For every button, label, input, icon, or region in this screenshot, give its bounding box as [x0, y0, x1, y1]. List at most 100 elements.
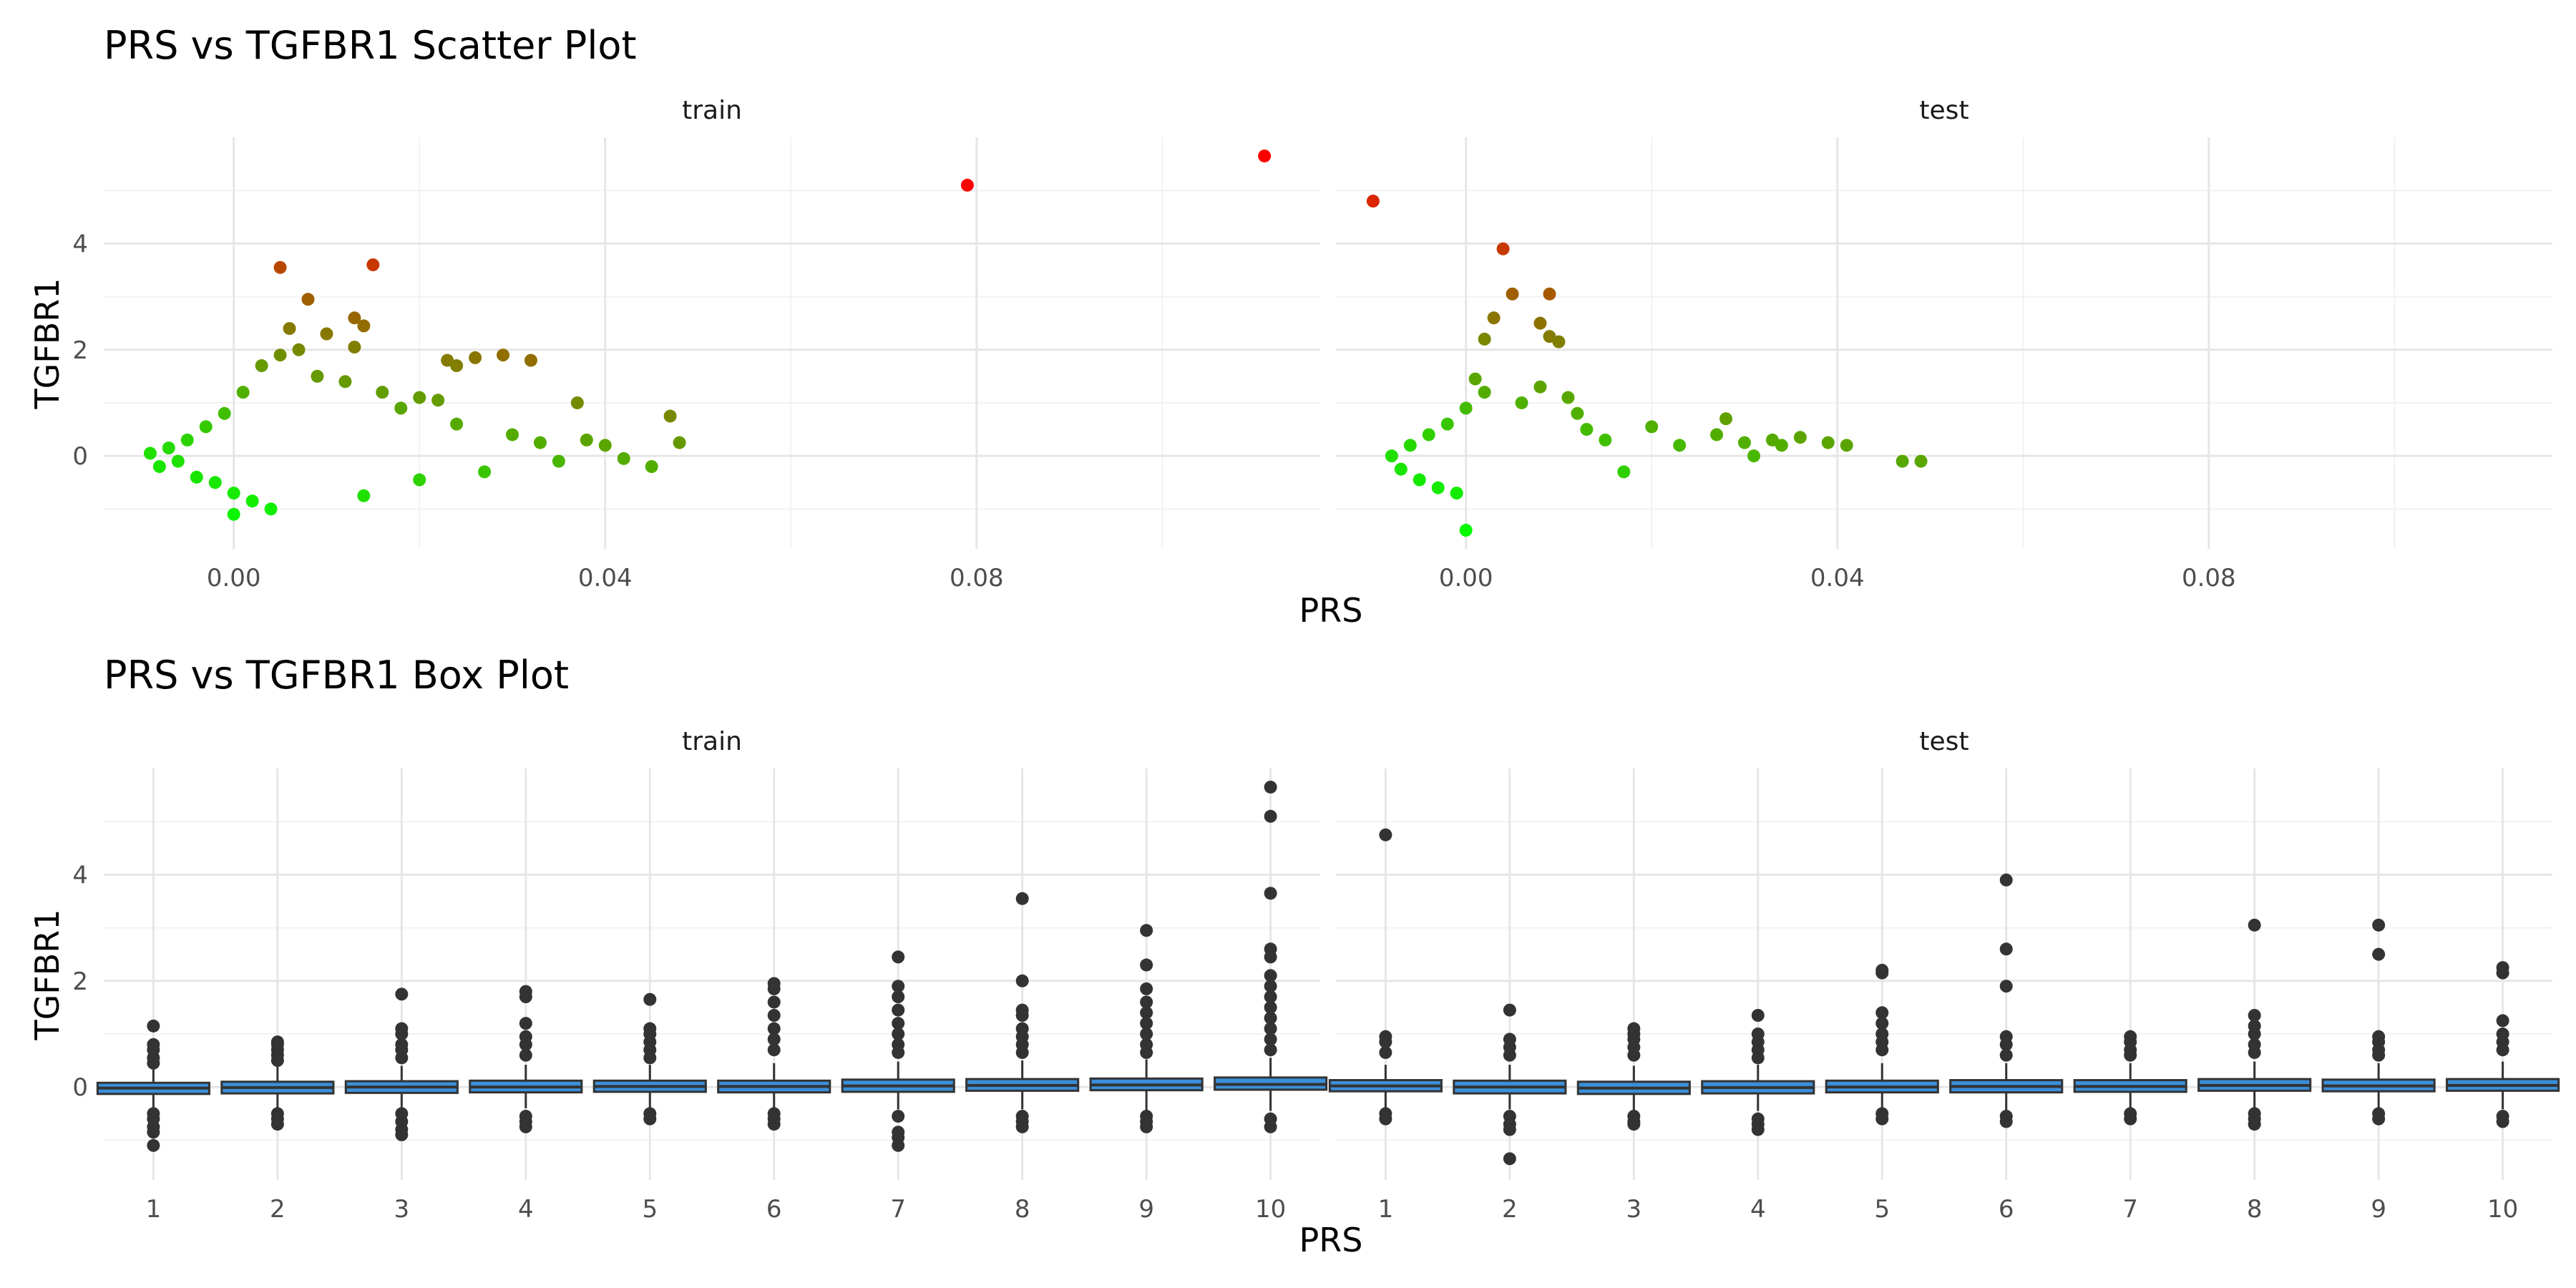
box-outlier [2124, 1112, 2137, 1126]
box-outlier [1627, 1118, 1641, 1131]
box-outlier [1140, 982, 1153, 995]
scatter-point [376, 386, 389, 399]
scatter-point [366, 258, 380, 272]
scatter-point [645, 460, 658, 473]
box-outlier [1503, 1048, 1516, 1062]
scatter-point [218, 406, 231, 420]
box-outlier [147, 1019, 160, 1033]
scatter-point [1459, 401, 1473, 415]
scatter-point [1710, 428, 1724, 441]
box-outlier [270, 1118, 284, 1131]
x-tick-label: 4 [1750, 1195, 1766, 1224]
scatter-point [1821, 436, 1835, 449]
x-tick-label: 0.08 [950, 564, 1004, 592]
scatter-point [1896, 454, 1909, 468]
box-outlier [1264, 990, 1277, 1004]
box-outlier [892, 990, 905, 1004]
box-outlier [1140, 924, 1153, 937]
scatter-point [1914, 454, 1928, 468]
scatter-point [357, 489, 371, 502]
scatter-point [152, 460, 166, 473]
scatter-point [273, 260, 287, 274]
box-outlier [395, 1027, 409, 1040]
scatter-point [1258, 149, 1272, 162]
box-facet-label-test: test [1919, 727, 1969, 756]
x-tick-label: 8 [1015, 1195, 1030, 1224]
box-outlier [1140, 958, 1153, 972]
scatter-point [338, 375, 352, 389]
scatter-point [1747, 449, 1760, 463]
scatter-point [1394, 462, 1407, 476]
box-outlier [1627, 1048, 1641, 1062]
box-outlier [147, 1138, 160, 1152]
box-outlier [1264, 780, 1277, 794]
scatter-point [1478, 332, 1491, 346]
box-outlier [1751, 1051, 1765, 1065]
scatter-point [1506, 287, 1519, 301]
scatter-point [1440, 417, 1454, 431]
y-tick-label: 0 [72, 1073, 88, 1102]
box-outlier [1999, 873, 2013, 887]
x-tick-label: 9 [1138, 1195, 1154, 1224]
x-tick-label: 6 [766, 1195, 782, 1224]
scatter-point [227, 487, 240, 500]
scatter-point [245, 494, 259, 508]
x-tick-label: 5 [642, 1195, 658, 1224]
scatter-point [552, 454, 565, 468]
box-outlier [643, 1051, 657, 1065]
scatter-point [208, 476, 222, 489]
box-outlier [1503, 1152, 1516, 1166]
x-tick-label: 0.04 [578, 564, 633, 592]
scatter-point [292, 343, 306, 356]
scatter-point [190, 470, 203, 484]
scatter-point [1673, 439, 1687, 452]
box-outlier [1379, 828, 1392, 841]
box-outlier [1264, 1120, 1277, 1133]
scatter-point [1599, 433, 1612, 447]
box-outlier [1264, 887, 1277, 900]
x-tick-label: 1 [1378, 1195, 1394, 1224]
box-outlier [1015, 1009, 1029, 1022]
scatter-point [1422, 428, 1435, 441]
box-facet-label-train: train [682, 727, 742, 756]
box-outlier [767, 1009, 781, 1022]
scatter-point [1645, 420, 1659, 434]
box-outlier [519, 1120, 532, 1133]
scatter-point [199, 420, 213, 434]
scatter-point [1413, 473, 1426, 487]
scatter-chart-title: PRS vs TGFBR1 Scatter Plot [104, 23, 637, 68]
x-tick-label: 2 [270, 1195, 286, 1224]
scatter-point [1487, 311, 1501, 325]
scatter-point [570, 396, 584, 409]
box-chart-title: PRS vs TGFBR1 Box Plot [104, 653, 570, 698]
x-tick-label: 0.00 [207, 564, 261, 592]
scatter-point [1543, 287, 1556, 301]
box-x-axis-title: PRS [1299, 1221, 1363, 1259]
box-outlier [892, 1027, 905, 1040]
box-outlier [767, 1033, 781, 1046]
scatter-panel-train: 0.00 0.04 0.08 0 2 4 [72, 137, 1320, 592]
box-outlier [892, 1109, 905, 1123]
x-tick-label: 10 [2487, 1195, 2518, 1224]
box-outlier [1015, 974, 1029, 987]
scatter-point [1840, 439, 1853, 452]
box-outlier [1140, 1120, 1153, 1133]
box-outlier [1999, 1038, 2013, 1051]
scatter-point [1775, 439, 1788, 452]
scatter-point [171, 454, 185, 468]
box-outlier [2248, 1009, 2261, 1022]
box-outlier [1140, 1006, 1153, 1020]
box-outlier [1264, 1043, 1277, 1057]
box-outlier [767, 1118, 781, 1131]
box-outlier [1999, 1115, 2013, 1128]
scatter-point [960, 178, 974, 192]
scatter-point [1737, 436, 1751, 449]
box-outlier [1264, 980, 1277, 993]
scatter-point [450, 417, 464, 431]
x-tick-label: 7 [2122, 1195, 2138, 1224]
box-outlier [892, 1003, 905, 1017]
scatter-point [450, 359, 464, 373]
box-outlier [1751, 1123, 1765, 1136]
scatter-point [524, 353, 537, 367]
box-outlier [395, 1051, 409, 1065]
